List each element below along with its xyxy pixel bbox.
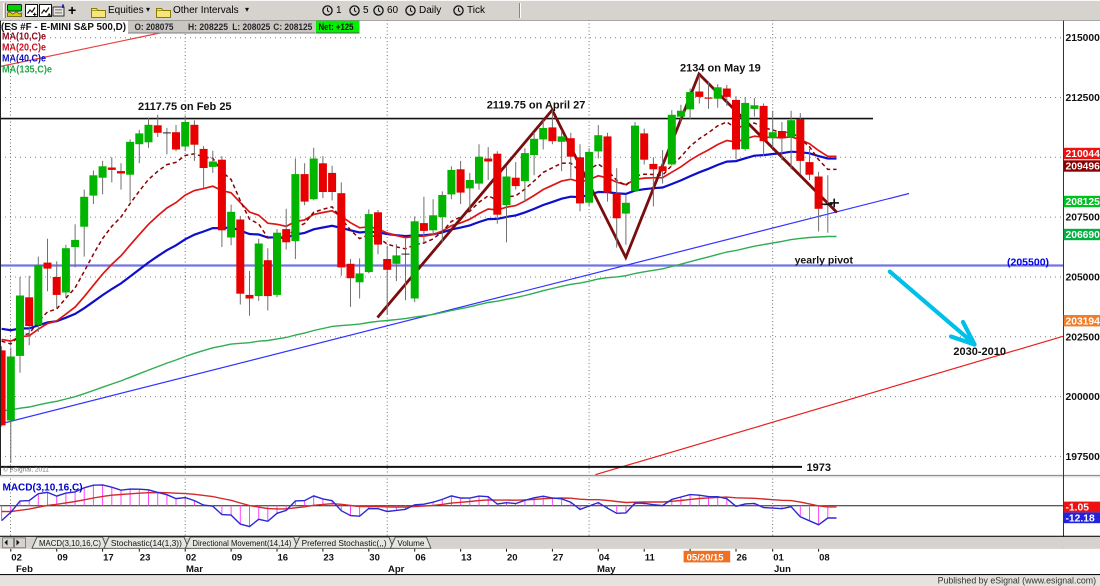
- svg-text:208125: 208125: [1066, 197, 1100, 208]
- svg-text:209496: 209496: [1066, 162, 1100, 173]
- svg-text:-12.18: -12.18: [1066, 514, 1095, 525]
- svg-text:02: 02: [11, 553, 22, 564]
- svg-text:2117.75 on Feb 25: 2117.75 on Feb 25: [138, 101, 232, 113]
- svg-text:Directional Movement(14,14): Directional Movement(14,14): [192, 538, 291, 548]
- svg-text:23: 23: [323, 553, 334, 564]
- svg-text:215000: 215000: [1066, 33, 1100, 44]
- svg-text:2119.75 on April 27: 2119.75 on April 27: [487, 100, 586, 112]
- svg-text:yearly pivot: yearly pivot: [795, 255, 854, 267]
- svg-text:13: 13: [461, 553, 472, 564]
- svg-text:212500: 212500: [1066, 93, 1100, 104]
- svg-text:202500: 202500: [1066, 332, 1100, 343]
- svg-text:MA(135,C)e: MA(135,C)e: [2, 64, 52, 75]
- svg-text:Published by eSignal (www.esig: Published by eSignal (www.esignal.com): [938, 575, 1096, 585]
- svg-text:Stochastic(14(1,3)): Stochastic(14(1,3)): [111, 538, 182, 548]
- svg-text:11: 11: [645, 553, 656, 564]
- svg-text:MA(10,C)e: MA(10,C)e: [2, 31, 46, 42]
- svg-text:MA(20,C)e: MA(20,C)e: [2, 42, 46, 53]
- svg-text:203194: 203194: [1066, 316, 1100, 327]
- svg-text:L: 208025: L: 208025: [232, 22, 270, 32]
- svg-text:05/20/15: 05/20/15: [687, 553, 725, 564]
- svg-text:-1.05: -1.05: [1066, 503, 1090, 514]
- svg-text:200000: 200000: [1066, 392, 1100, 403]
- svg-text:C: 208125: C: 208125: [273, 22, 312, 32]
- svg-text:Preferred Stochastic(,,): Preferred Stochastic(,,): [302, 538, 387, 548]
- svg-text:Mar: Mar: [186, 564, 203, 575]
- svg-text:27: 27: [553, 553, 564, 564]
- svg-text:MACD(3,10,16,C): MACD(3,10,16,C): [3, 483, 83, 494]
- svg-text:01: 01: [773, 553, 784, 564]
- svg-text:Net: +125: Net: +125: [319, 22, 354, 32]
- svg-text:17: 17: [103, 553, 114, 564]
- svg-text:MACD(3,10,16,C): MACD(3,10,16,C): [39, 538, 101, 548]
- svg-text:205000: 205000: [1066, 273, 1100, 284]
- svg-text:04: 04: [599, 553, 610, 564]
- svg-text:O: 208075: O: 208075: [135, 22, 174, 32]
- svg-text:16: 16: [278, 553, 289, 564]
- svg-text:1973: 1973: [807, 462, 831, 474]
- svg-text:02: 02: [186, 553, 197, 564]
- svg-text:2030-2010: 2030-2010: [953, 346, 1006, 358]
- svg-text:H: 208225: H: 208225: [188, 22, 228, 32]
- svg-text:May: May: [597, 564, 616, 575]
- svg-text:© eSignal, 2011: © eSignal, 2011: [3, 466, 49, 474]
- svg-text:2134 on May 19: 2134 on May 19: [680, 63, 761, 75]
- svg-text:197500: 197500: [1066, 452, 1100, 463]
- svg-text:207500: 207500: [1066, 213, 1100, 224]
- svg-text:(205500): (205500): [1007, 257, 1049, 269]
- svg-text:08: 08: [819, 553, 830, 564]
- svg-text:09: 09: [57, 553, 68, 564]
- svg-text:Apr: Apr: [388, 564, 405, 575]
- svg-text:23: 23: [140, 553, 151, 564]
- svg-text:210044: 210044: [1066, 149, 1100, 160]
- svg-text:20: 20: [507, 553, 518, 564]
- svg-text:Jun: Jun: [774, 564, 791, 575]
- svg-text:(ES #F - E-MINI S&P 500,D): (ES #F - E-MINI S&P 500,D): [1, 21, 126, 33]
- svg-text:09: 09: [232, 553, 243, 564]
- svg-text:06: 06: [415, 553, 426, 564]
- svg-text:30: 30: [369, 553, 380, 564]
- svg-text:Volume: Volume: [397, 538, 424, 548]
- svg-text:Feb: Feb: [16, 564, 33, 575]
- svg-text:206690: 206690: [1066, 230, 1100, 241]
- svg-text:MA(40,C)e: MA(40,C)e: [2, 53, 46, 64]
- svg-text:26: 26: [737, 553, 748, 564]
